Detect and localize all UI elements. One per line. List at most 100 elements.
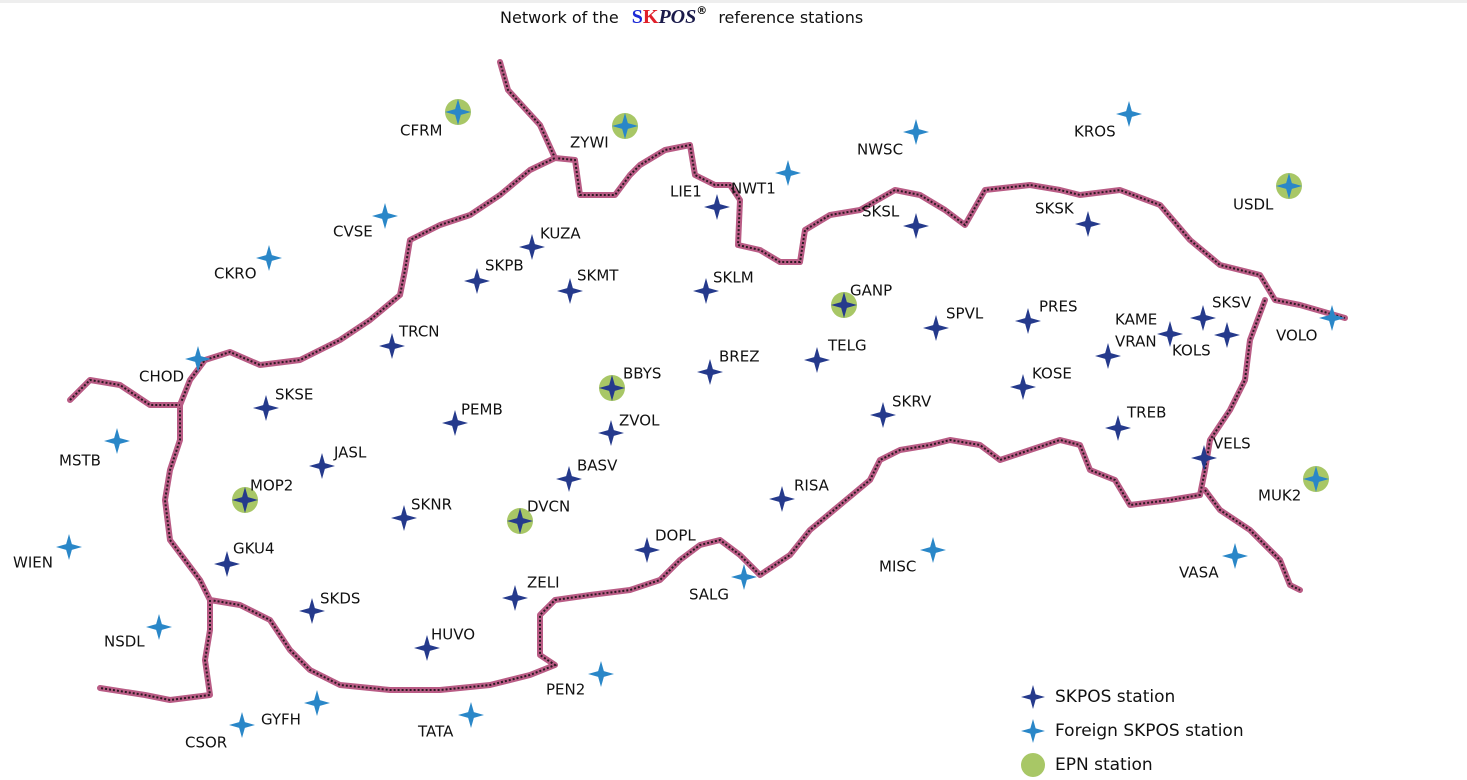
station-marker [634,537,660,563]
station-marker [414,635,440,661]
station-marker [1319,305,1345,331]
station-marker [1191,445,1217,471]
legend-epn-marker [1021,753,1045,777]
station-label: USDL [1233,196,1274,214]
station-label: WIEN [13,554,53,572]
station-label: BASV [577,457,618,475]
border [67,59,1348,703]
station-label: BREZ [719,348,759,366]
station-label: KUZA [540,225,581,243]
station-marker [557,278,583,304]
station-marker [445,99,471,125]
station-label: VASA [1179,564,1219,582]
station-marker [731,564,757,590]
station-label: KAME [1115,311,1157,329]
station-marker [256,245,282,271]
station-label: SKSV [1212,294,1252,312]
station-marker [1276,173,1302,199]
station-marker [442,410,468,436]
station-marker [923,315,949,341]
brand-pos: POS [657,6,696,28]
station-label: MISC [879,558,916,576]
station-marker [831,292,857,318]
border-dash [1204,489,1301,591]
station-label: PRES [1039,298,1077,316]
station-marker [1116,101,1142,127]
station-marker [214,551,240,577]
legend-epn-label: EPN station [1055,755,1153,775]
station-label: SKMT [577,267,619,285]
station-marker [146,614,172,640]
station-label: CHOD [139,368,184,386]
station-marker [769,486,795,512]
brand-k: K [643,6,659,28]
station-marker [903,213,929,239]
station-label: PEMB [461,401,503,419]
border-dash [69,378,180,406]
border-dash [499,61,1346,319]
station-label: SKRV [892,393,932,411]
station-label: SPVL [946,305,984,323]
station-label: NWSC [857,141,903,159]
station-marker [464,268,490,294]
station-marker [1015,308,1041,334]
station-label: SKLM [713,269,754,287]
station-label: RISA [794,477,830,495]
station-marker [1214,322,1240,348]
station-marker [556,466,582,492]
station-marker [458,702,484,728]
station-label: CVSE [333,223,373,241]
station-label: SKSL [862,203,900,221]
station-label: VELS [1213,435,1251,453]
station-marker [1010,374,1036,400]
station-label: SALG [689,586,729,604]
station-label: MUK2 [1258,487,1301,505]
station-marker [599,375,625,401]
station-label: DOPL [655,527,696,545]
station-marker [229,712,255,738]
station-marker [391,505,417,531]
station-label: NWT1 [731,180,776,198]
station-label: TELG [827,337,867,355]
station-label: JASL [333,444,367,462]
border-dash [99,600,212,702]
station-marker [1075,211,1101,237]
station-marker [253,395,279,421]
station-label: KROS [1074,123,1116,141]
station-marker [1105,415,1131,441]
station-label: CSOR [185,734,227,752]
station-label: GANP [850,282,892,300]
station-label: GYFH [261,711,301,729]
border-dash [163,157,1266,691]
legend-skpos-label: SKPOS station [1055,687,1175,707]
station-label: VOLO [1276,327,1317,345]
legend: SKPOS station Foreign SKPOS station EPN st… [1021,685,1244,777]
station-label: HUVO [431,626,475,644]
station-marker [1222,543,1248,569]
title-suffix: reference stations [718,8,863,27]
station-marker [379,333,405,359]
station-label: ZELI [527,574,560,592]
legend-foreign-marker [1021,719,1045,743]
station-label: CKRO [214,265,257,283]
station-label: SKSK [1035,200,1075,218]
station-marker [309,453,335,479]
station-marker [1303,466,1329,492]
station-label: PEN2 [546,681,585,699]
station-marker [588,661,614,687]
station-marker [185,346,211,372]
brand-s: S [632,6,643,28]
station-label: ZVOL [619,412,660,430]
station-marker [104,428,130,454]
station-label: CFRM [400,122,442,140]
station-marker [598,420,624,446]
station-marker [232,487,258,513]
station-label: SKSE [275,386,313,404]
station-label: TATA [417,723,454,741]
station-label: KOLS [1172,342,1211,360]
station-marker [299,598,325,624]
station-label: NSDL [104,633,145,651]
station-label: KOSE [1032,365,1072,383]
station-marker [693,278,719,304]
station-marker [304,690,330,716]
